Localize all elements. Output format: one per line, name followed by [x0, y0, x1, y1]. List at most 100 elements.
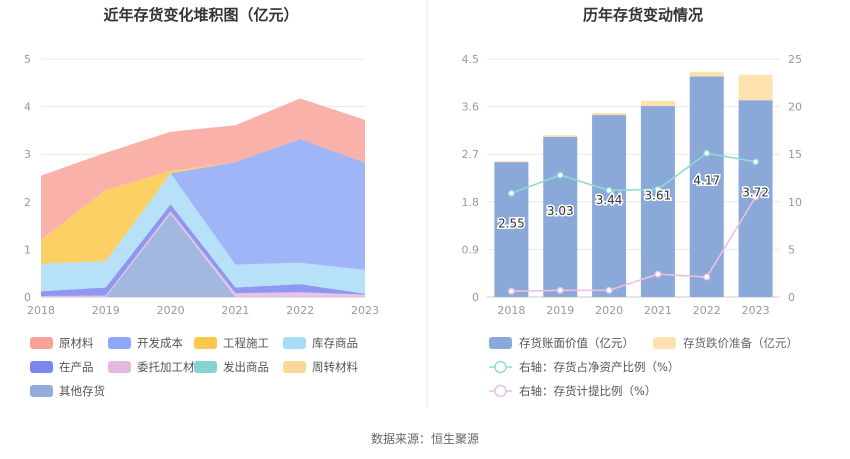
- area-series-在产品: [41, 204, 365, 296]
- legend-label: 在产品: [59, 360, 94, 374]
- legend-label: 库存商品: [312, 336, 358, 350]
- left-x-tick-label: 2018: [27, 304, 55, 317]
- legend-swatch: [283, 337, 306, 349]
- area-series-委托加工材料: [41, 211, 365, 297]
- legend-label: 右轴：存货计提比例（%）: [519, 384, 656, 398]
- stacked-area-chart: 近年存货变化堆积图（亿元） 2018 2019 2020 2021 2022 2023 0…: [24, 6, 379, 398]
- data-source-note: 数据来源：恒生聚源: [371, 431, 479, 446]
- bar-存货跌价准备（亿元）: [494, 161, 529, 163]
- left-area-series: [41, 98, 365, 297]
- left-x-tick-label: 2020: [157, 304, 185, 317]
- legend-marker: [494, 360, 507, 374]
- right-y2-tick-label: 20: [788, 101, 802, 114]
- right-chart-title: 历年存货变动情况: [583, 6, 703, 24]
- left-x-tick-label: 2021: [221, 304, 249, 317]
- legend-marker: [494, 384, 507, 398]
- left-y-tick-label: 2: [24, 196, 31, 209]
- bar-存货跌价准备（亿元）: [738, 74, 773, 101]
- area-series-原材料: [41, 98, 365, 240]
- legend-label: 周转材料: [312, 360, 358, 374]
- line-point: [507, 189, 515, 197]
- right-y2-tick-label: 15: [788, 148, 802, 161]
- left-y-tick-label: 1: [24, 243, 31, 256]
- bar-存货账面价值（亿元）: [494, 162, 529, 297]
- right-y-axis-right: 0 5 10 15 20 25: [788, 53, 802, 304]
- right-grid: [487, 58, 780, 298]
- right-y2-tick-label: 25: [788, 53, 802, 66]
- left-x-tick-label: 2023: [351, 304, 379, 317]
- right-y2-tick-label: 0: [788, 291, 795, 304]
- line-point: [654, 270, 662, 278]
- legend-swatch: [30, 361, 53, 373]
- right-x-tick-label: 2021: [644, 304, 672, 317]
- bar-存货跌价准备（亿元）: [689, 71, 724, 77]
- legend-swatch: [283, 361, 306, 373]
- right-bar-series: [494, 71, 773, 298]
- line-point: [752, 193, 760, 201]
- legend-label: 存货账面价值（亿元）: [519, 336, 634, 350]
- legend-label: 右轴：存货占净资产比例（%）: [519, 360, 679, 374]
- line-point: [507, 287, 515, 295]
- area-series-其他存货: [41, 213, 365, 297]
- right-y-tick-label: 0.9: [462, 243, 480, 256]
- line-point: [556, 171, 564, 179]
- bar-存货跌价准备（亿元）: [543, 135, 578, 137]
- legend-label: 发出商品: [223, 360, 269, 374]
- right-data-labels: 2.55 3.03 3.44 3.61 4.17 3.72: [497, 172, 771, 232]
- left-chart-title: 近年存货变化堆积图（亿元）: [103, 6, 298, 24]
- bar-存货账面价值（亿元）: [689, 76, 724, 297]
- legend-swatch: [108, 361, 131, 373]
- legend-label: 存货跌价准备（亿元）: [683, 336, 798, 350]
- left-x-tick-label: 2022: [286, 304, 314, 317]
- right-y-tick-label: 4.5: [462, 53, 480, 66]
- legend-label: 原材料: [59, 336, 94, 350]
- area-series-库存商品: [41, 173, 365, 294]
- line-point: [605, 186, 613, 194]
- legend-label: 工程施工: [223, 336, 269, 350]
- legend-swatch: [194, 337, 217, 349]
- line-point: [605, 286, 613, 294]
- line-point: [752, 158, 760, 166]
- bar-存货账面价值（亿元）: [543, 136, 578, 297]
- bar-value-label: 4.17: [693, 174, 720, 188]
- right-y-tick-label: 3.6: [462, 101, 480, 114]
- left-y-axis: 0 1 2 3 4 5: [24, 53, 31, 304]
- bar-value-label: 3.61: [645, 189, 672, 203]
- area-series-工程施工: [41, 139, 365, 264]
- left-y-tick-label: 0: [24, 291, 31, 304]
- legend-label: 开发成本: [137, 336, 183, 350]
- line-右轴：存货占净资产比例（%）: [511, 152, 756, 194]
- legend-swatch: [489, 337, 512, 349]
- bar-value-label: 3.03: [547, 204, 574, 218]
- legend-swatch: [108, 337, 131, 349]
- bar-value-label: 3.44: [596, 193, 623, 207]
- legend-swatch: [30, 385, 53, 397]
- left-y-tick-label: 5: [24, 53, 31, 66]
- line-point: [703, 273, 711, 281]
- bar-line-combo-chart: 历年存货变动情况 2.55 3.03 3.44 3.61 4.17 3.72 2018 20…: [462, 6, 803, 398]
- line-point: [703, 149, 711, 157]
- left-y-tick-label: 3: [24, 148, 31, 161]
- right-x-tick-label: 2019: [546, 304, 574, 317]
- left-x-axis: 2018 2019 2020 2021 2022 2023: [27, 304, 379, 317]
- right-y2-tick-label: 5: [788, 243, 795, 256]
- right-x-tick-label: 2023: [742, 304, 770, 317]
- legend-swatch: [653, 337, 676, 349]
- bar-存货跌价准备（亿元）: [640, 100, 675, 107]
- line-point: [654, 185, 662, 193]
- bar-value-label: 3.72: [742, 186, 769, 200]
- bar-存货账面价值（亿元）: [592, 115, 627, 297]
- bar-value-label: 2.55: [498, 217, 525, 231]
- bar-存货账面价值（亿元）: [640, 106, 675, 298]
- right-y2-tick-label: 10: [788, 196, 802, 209]
- right-line-series: [507, 149, 760, 295]
- right-x-tick-label: 2022: [693, 304, 721, 317]
- legend-swatch: [194, 361, 217, 373]
- legend-label: 其他存货: [59, 384, 105, 398]
- legend-swatch: [30, 337, 53, 349]
- line-point: [556, 286, 564, 294]
- right-x-tick-label: 2018: [497, 304, 525, 317]
- right-y-tick-label: 0: [472, 291, 479, 304]
